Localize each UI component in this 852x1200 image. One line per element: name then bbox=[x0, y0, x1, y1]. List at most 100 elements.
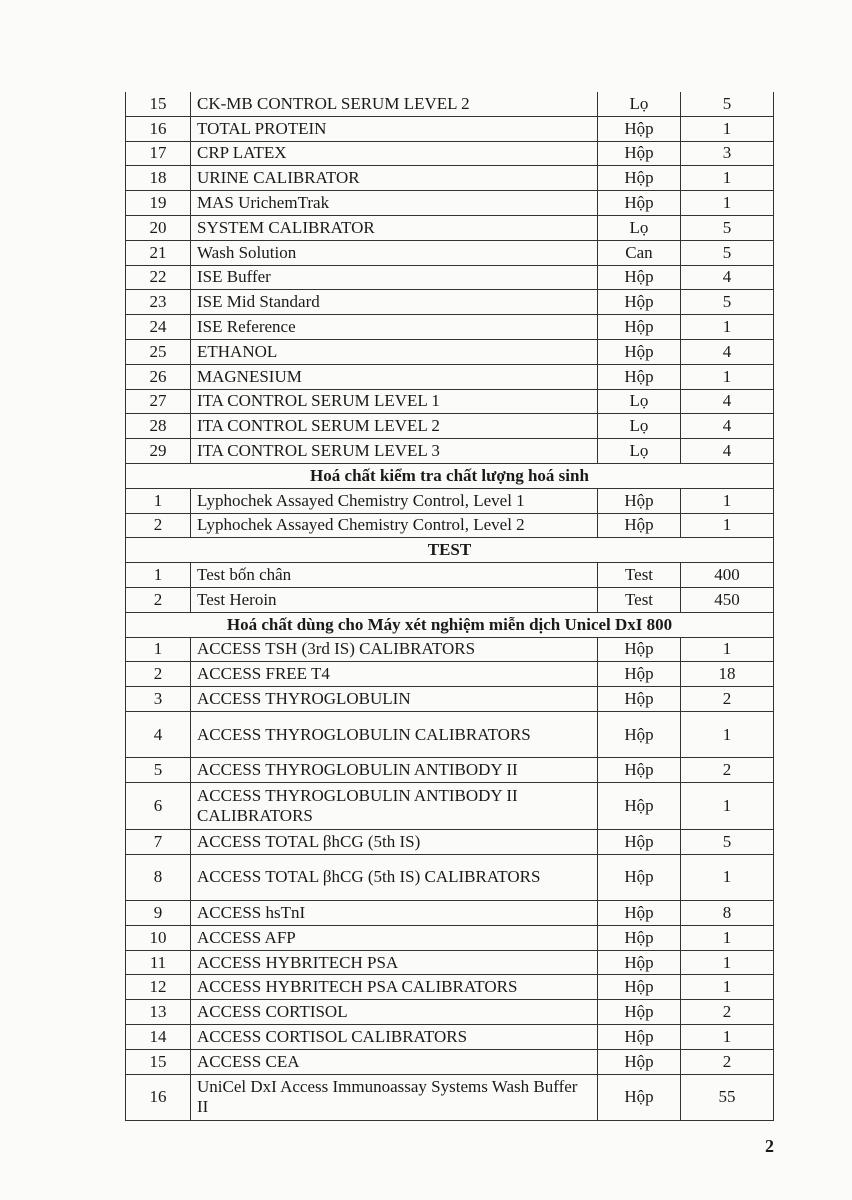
item-name: ACCESS CEA bbox=[190, 1048, 598, 1075]
table-row: 19 MAS UrichemTrak Hộp 1 bbox=[125, 190, 774, 216]
item-number: 23 bbox=[125, 289, 191, 316]
item-unit: Hộp bbox=[597, 999, 681, 1025]
table-row: 1 ACCESS TSH (3rd IS) CALIBRATORS Hộp 1 bbox=[125, 636, 774, 663]
item-unit: Lọ bbox=[597, 388, 681, 415]
item-unit: Lọ bbox=[597, 438, 681, 464]
item-number: 29 bbox=[125, 438, 191, 464]
item-name: ITA CONTROL SERUM LEVEL 1 bbox=[190, 388, 598, 415]
item-number: 2 bbox=[125, 512, 191, 539]
item-quantity: 1 bbox=[680, 314, 774, 340]
item-quantity: 4 bbox=[680, 338, 774, 365]
table-row: 15 ACCESS CEA Hộp 2 bbox=[125, 1048, 774, 1075]
table-row: 9 ACCESS hsTnI Hộp 8 bbox=[125, 900, 774, 926]
item-unit: Hộp bbox=[597, 828, 681, 855]
item-name: SYSTEM CALIBRATOR bbox=[190, 214, 598, 241]
item-quantity: 1 bbox=[680, 115, 774, 142]
supplies-table: 15 CK-MB CONTROL SERUM LEVEL 2 Lọ 5 16 TOTAL … bbox=[125, 92, 774, 1122]
item-quantity: 55 bbox=[680, 1073, 774, 1122]
table-row: 22 ISE Buffer Hộp 4 bbox=[125, 264, 774, 291]
item-unit: Hộp bbox=[597, 710, 681, 759]
item-number: 14 bbox=[125, 1024, 191, 1050]
item-quantity: 5 bbox=[680, 214, 774, 241]
item-unit: Hộp bbox=[597, 289, 681, 316]
item-name: Test Heroin bbox=[190, 586, 598, 613]
section-title: Hoá chất kiểm tra chất lượng hoá sinh bbox=[125, 462, 774, 489]
table-row: 17 CRP LATEX Hộp 3 bbox=[125, 140, 774, 167]
item-unit: Hộp bbox=[597, 115, 681, 142]
item-name: ACCESS CORTISOL bbox=[190, 999, 598, 1025]
table-row: 29 ITA CONTROL SERUM LEVEL 3 Lọ 4 bbox=[125, 438, 774, 464]
table-row: 3 ACCESS THYROGLOBULIN Hộp 2 bbox=[125, 686, 774, 712]
table-row: 20 SYSTEM CALIBRATOR Lọ 5 bbox=[125, 214, 774, 241]
item-unit: Hộp bbox=[597, 338, 681, 365]
item-number: 15 bbox=[125, 1048, 191, 1075]
item-name: TOTAL PROTEIN bbox=[190, 115, 598, 142]
item-unit: Test bbox=[597, 586, 681, 613]
item-number: 4 bbox=[125, 710, 191, 759]
item-quantity: 1 bbox=[680, 924, 774, 951]
item-number: 22 bbox=[125, 264, 191, 291]
page-number: 2 bbox=[765, 1136, 774, 1156]
item-unit: Hộp bbox=[597, 1073, 681, 1122]
item-unit: Test bbox=[597, 562, 681, 588]
item-name: ISE Reference bbox=[190, 314, 598, 340]
item-quantity: 1 bbox=[680, 512, 774, 539]
item-number: 27 bbox=[125, 388, 191, 415]
item-quantity: 1 bbox=[680, 949, 774, 976]
table-row: 16 UniCel DxI Access Immunoassay Systems … bbox=[125, 1073, 774, 1122]
item-number: 26 bbox=[125, 363, 191, 390]
item-number: 12 bbox=[125, 974, 191, 1001]
item-unit: Hộp bbox=[597, 363, 681, 390]
item-quantity: 18 bbox=[680, 661, 774, 688]
item-quantity: 1 bbox=[680, 974, 774, 1001]
item-unit: Hộp bbox=[597, 782, 681, 830]
table-row: 13 ACCESS CORTISOL Hộp 2 bbox=[125, 999, 774, 1025]
table-row: 16 TOTAL PROTEIN Hộp 1 bbox=[125, 115, 774, 142]
item-number: 17 bbox=[125, 140, 191, 167]
item-quantity: 1 bbox=[680, 782, 774, 830]
item-quantity: 2 bbox=[680, 999, 774, 1025]
item-name: ACCESS FREE T4 bbox=[190, 661, 598, 688]
table-row: 8 ACCESS TOTAL βhCG (5th IS) CALIBRATORS H… bbox=[125, 853, 774, 902]
table-row: 4 ACCESS THYROGLOBULIN CALIBRATORS Hộp 1 bbox=[125, 710, 774, 759]
table-row: 15 CK-MB CONTROL SERUM LEVEL 2 Lọ 5 bbox=[125, 92, 774, 117]
item-quantity: 2 bbox=[680, 757, 774, 784]
item-name: ACCESS CORTISOL CALIBRATORS bbox=[190, 1024, 598, 1050]
item-number: 11 bbox=[125, 949, 191, 976]
item-name: Test bốn chân bbox=[190, 562, 598, 588]
item-name: URINE CALIBRATOR bbox=[190, 165, 598, 192]
item-quantity: 4 bbox=[680, 264, 774, 291]
item-number: 1 bbox=[125, 636, 191, 663]
item-unit: Hộp bbox=[597, 949, 681, 976]
item-number: 15 bbox=[125, 92, 191, 117]
item-quantity: 1 bbox=[680, 165, 774, 192]
table-row: 28 ITA CONTROL SERUM LEVEL 2 Lọ 4 bbox=[125, 413, 774, 440]
item-quantity: 4 bbox=[680, 388, 774, 415]
item-name: ACCESS hsTnI bbox=[190, 900, 598, 926]
item-number: 9 bbox=[125, 900, 191, 926]
item-quantity: 450 bbox=[680, 586, 774, 613]
section-header-row: TEST bbox=[125, 537, 774, 564]
item-unit: Hộp bbox=[597, 264, 681, 291]
item-quantity: 2 bbox=[680, 1048, 774, 1075]
item-number: 16 bbox=[125, 1073, 191, 1122]
item-name: ACCESS TOTAL βhCG (5th IS) bbox=[190, 828, 598, 855]
item-unit: Hộp bbox=[597, 757, 681, 784]
item-number: 19 bbox=[125, 190, 191, 216]
item-number: 20 bbox=[125, 214, 191, 241]
item-name: ISE Mid Standard bbox=[190, 289, 598, 316]
item-quantity: 5 bbox=[680, 289, 774, 316]
item-unit: Hộp bbox=[597, 1048, 681, 1075]
table-row: 21 Wash Solution Can 5 bbox=[125, 239, 774, 266]
table-row: 2 Lyphochek Assayed Chemistry Control, Le… bbox=[125, 512, 774, 539]
item-number: 24 bbox=[125, 314, 191, 340]
item-unit: Lọ bbox=[597, 214, 681, 241]
item-quantity: 1 bbox=[680, 190, 774, 216]
item-number: 2 bbox=[125, 586, 191, 613]
item-number: 1 bbox=[125, 562, 191, 588]
item-number: 3 bbox=[125, 686, 191, 712]
table-row: 25 ETHANOL Hộp 4 bbox=[125, 338, 774, 365]
table-row: 5 ACCESS THYROGLOBULIN ANTIBODY II Hộp 2 bbox=[125, 757, 774, 784]
table-row: 1 Lyphochek Assayed Chemistry Control, Le… bbox=[125, 487, 774, 514]
table-row: 7 ACCESS TOTAL βhCG (5th IS) Hộp 5 bbox=[125, 828, 774, 855]
